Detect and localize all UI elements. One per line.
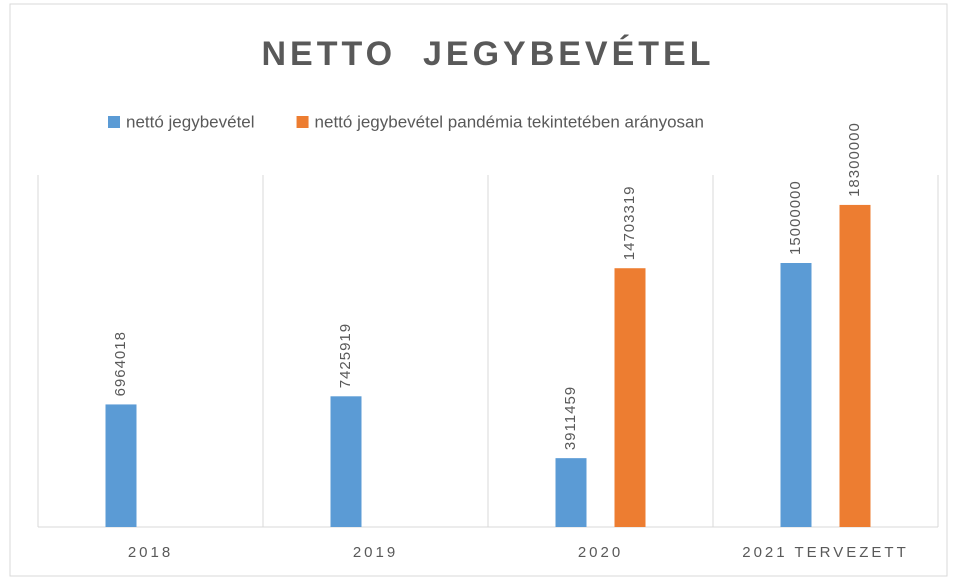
legend-swatch	[108, 116, 120, 128]
x-tick-label: 2019	[353, 544, 398, 561]
legend-label: nettó jegybevétel	[126, 112, 255, 131]
legend-label: nettó jegybevétel pandémia tekintetében …	[315, 112, 704, 131]
x-tick-label: 2020	[578, 544, 623, 561]
bar	[105, 404, 137, 527]
bar	[614, 268, 646, 527]
data-label: 3911459	[562, 386, 579, 450]
x-tick-label: 2021 TERVEZETT	[742, 544, 909, 561]
x-tick-label: 2018	[128, 544, 173, 561]
bar	[555, 458, 587, 527]
data-label: 15000000	[787, 180, 804, 255]
legend-swatch	[296, 116, 309, 128]
bar	[839, 204, 871, 528]
bar	[780, 263, 812, 527]
data-label: 6964018	[112, 331, 129, 396]
chart-title: NETTO JEGYBEVÉTEL	[261, 35, 714, 73]
bar	[330, 396, 362, 527]
data-label: 14703319	[621, 185, 638, 260]
data-label: 18300000	[846, 122, 863, 197]
data-label: 7425919	[337, 323, 354, 388]
